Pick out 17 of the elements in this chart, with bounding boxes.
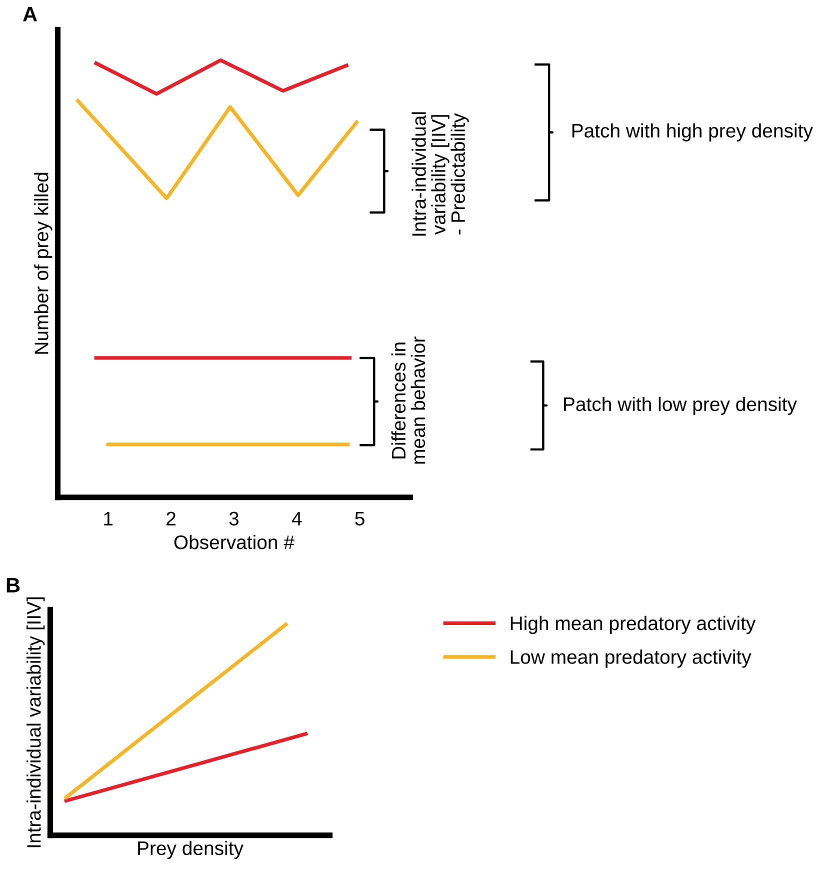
text: Intra-individual variability [IIV] - Predictability (412, 112, 469, 236)
legend-label: High mean predatory activity (510, 616, 756, 634)
x-tick-label: 3 (229, 512, 238, 526)
chart-title: A (23, 6, 38, 22)
x-tick-label: 5 (355, 512, 364, 526)
x-axis-title: Observation # (174, 534, 294, 550)
text: Patch with high prey density (572, 123, 813, 142)
y-axis-title: Intra-individual variability [IIV] (26, 597, 45, 848)
x-tick-label: 1 (104, 512, 113, 526)
x-axis-title: Prey density (138, 840, 244, 859)
chart-title: B (6, 578, 20, 592)
y-axis-title: Number of prey killed (34, 172, 52, 354)
legend-label: Low mean predatory activity (510, 650, 752, 668)
annotation: Differences in mean behavior (391, 336, 426, 464)
text: Patch with low prey density (564, 396, 797, 415)
x-tick-label: 4 (292, 512, 302, 526)
x-tick-label: 2 (166, 512, 176, 526)
